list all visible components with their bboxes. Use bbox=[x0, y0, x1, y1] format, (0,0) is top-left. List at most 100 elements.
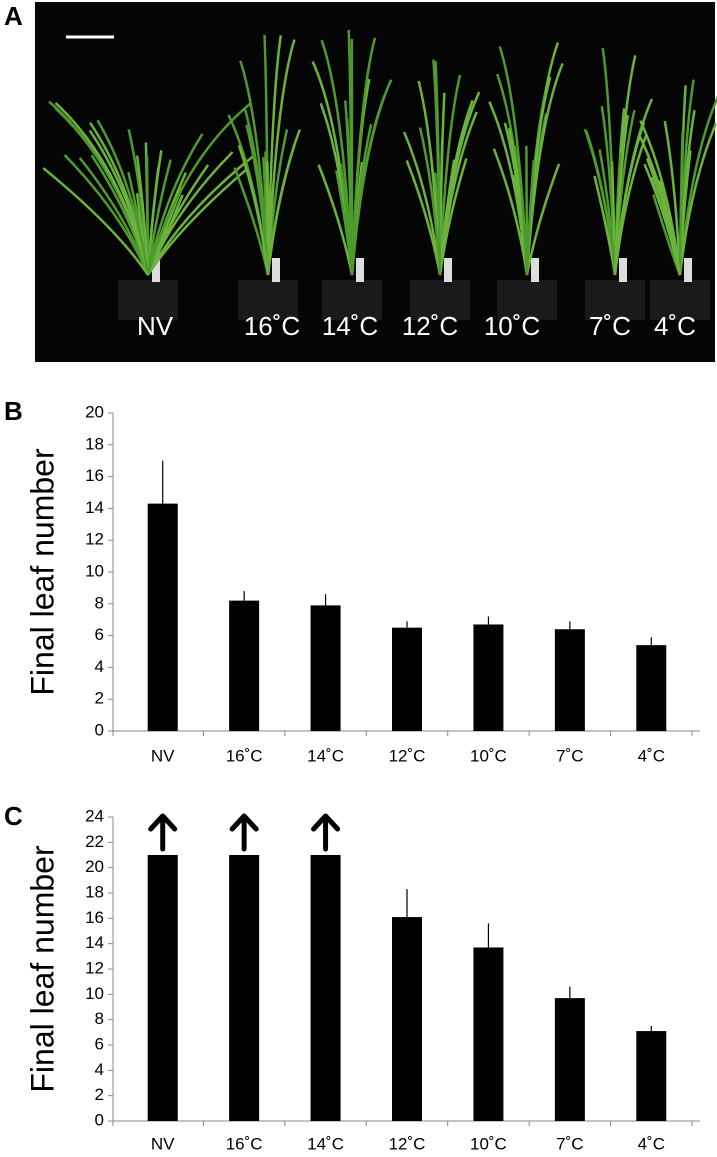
y-tick-label: 8 bbox=[95, 593, 104, 612]
leaf bbox=[266, 39, 296, 276]
leaf bbox=[146, 133, 204, 276]
bar bbox=[636, 645, 667, 731]
arrow bbox=[229, 813, 259, 852]
y-tick-label: 16 bbox=[85, 908, 104, 927]
y-tick-label: 0 bbox=[95, 720, 104, 739]
leaf bbox=[613, 115, 630, 276]
panel-label: C bbox=[4, 801, 23, 831]
bar bbox=[229, 855, 260, 1121]
bar bbox=[554, 998, 585, 1121]
bar bbox=[554, 629, 585, 731]
y-tick-label: 6 bbox=[95, 1034, 104, 1053]
leaf bbox=[525, 159, 536, 276]
photo-label: 14˚C bbox=[322, 311, 378, 341]
y-tick-label: 12 bbox=[85, 958, 104, 977]
y-tick-label: 12 bbox=[85, 530, 104, 549]
tag bbox=[684, 258, 692, 282]
x-tick-label: 10˚C bbox=[470, 1134, 507, 1153]
bar bbox=[147, 855, 178, 1121]
y-tick-label: 4 bbox=[95, 657, 104, 676]
y-axis-label: Final leaf number bbox=[24, 845, 60, 1093]
y-tick-label: 2 bbox=[95, 689, 104, 708]
photo-label: NV bbox=[137, 311, 174, 341]
bar bbox=[473, 624, 504, 731]
y-tick-label: 22 bbox=[85, 832, 104, 851]
leaf bbox=[96, 119, 150, 276]
leaf bbox=[438, 74, 462, 276]
x-tick-label: 12˚C bbox=[389, 746, 426, 765]
leaf bbox=[350, 37, 377, 276]
tag bbox=[356, 258, 364, 282]
bar bbox=[392, 917, 422, 1121]
leaf bbox=[492, 148, 529, 276]
x-tick-label: NV bbox=[151, 746, 175, 765]
plants bbox=[42, 29, 717, 320]
pot bbox=[118, 280, 178, 320]
leaf bbox=[598, 149, 617, 276]
x-tick-label: 16˚C bbox=[226, 746, 263, 765]
x-tick-label: 7˚C bbox=[556, 1134, 583, 1153]
tag bbox=[272, 258, 280, 282]
leaf bbox=[418, 127, 442, 276]
y-tick-label: 20 bbox=[85, 402, 104, 421]
y-tick-label: 24 bbox=[85, 806, 104, 825]
y-tick-label: 10 bbox=[85, 984, 104, 1003]
leaf bbox=[438, 99, 474, 276]
bar bbox=[147, 503, 178, 731]
leaf bbox=[525, 163, 561, 276]
panel-label: B bbox=[4, 396, 23, 426]
photo-label: 12˚C bbox=[402, 311, 458, 341]
x-tick-label: 4˚C bbox=[638, 1134, 665, 1153]
tag bbox=[531, 258, 539, 282]
y-tick-label: 0 bbox=[95, 1110, 104, 1129]
x-tick-label: 4˚C bbox=[638, 746, 665, 765]
photo-label: 16˚C bbox=[244, 311, 300, 341]
pot bbox=[238, 280, 298, 320]
arrow bbox=[311, 813, 341, 852]
x-tick-label: 12˚C bbox=[389, 1134, 426, 1153]
x-tick-label: 7˚C bbox=[556, 746, 583, 765]
leaf bbox=[146, 101, 252, 276]
y-axis-label: Final leaf number bbox=[24, 448, 60, 696]
photo-label: 7˚C bbox=[589, 311, 631, 341]
photo-label: 4˚C bbox=[654, 311, 696, 341]
leaf bbox=[78, 156, 150, 276]
x-tick-label: 14˚C bbox=[307, 746, 344, 765]
leaf bbox=[405, 160, 442, 276]
y-tick-label: 20 bbox=[85, 857, 104, 876]
leaf bbox=[350, 79, 393, 276]
pot bbox=[585, 280, 645, 320]
pot bbox=[650, 280, 710, 320]
x-tick-label: 16˚C bbox=[226, 1134, 263, 1153]
arrow bbox=[148, 813, 178, 852]
panel-label: A bbox=[4, 1, 23, 31]
y-tick-label: 18 bbox=[85, 882, 104, 901]
tag bbox=[444, 258, 452, 282]
photo-label: 10˚C bbox=[484, 311, 540, 341]
pot bbox=[410, 280, 470, 320]
tag bbox=[152, 258, 160, 282]
bar bbox=[392, 627, 422, 731]
leaf bbox=[650, 176, 682, 276]
leaf bbox=[678, 131, 684, 276]
y-tick-label: 16 bbox=[85, 466, 104, 485]
leaf bbox=[42, 167, 150, 276]
y-tick-label: 14 bbox=[85, 933, 104, 952]
leaf bbox=[432, 59, 442, 276]
y-tick-label: 8 bbox=[95, 1009, 104, 1028]
pot bbox=[497, 280, 557, 320]
bar bbox=[473, 947, 504, 1121]
leaf bbox=[146, 166, 249, 276]
x-tick-label: 14˚C bbox=[307, 1134, 344, 1153]
y-tick-label: 2 bbox=[95, 1085, 104, 1104]
pot bbox=[322, 280, 382, 320]
y-tick-label: 10 bbox=[85, 561, 104, 580]
y-tick-label: 6 bbox=[95, 625, 104, 644]
leaf bbox=[320, 39, 354, 276]
bar bbox=[636, 1031, 667, 1121]
bar bbox=[310, 855, 341, 1121]
leaf bbox=[54, 102, 150, 276]
leaf bbox=[613, 135, 648, 276]
bar bbox=[229, 600, 260, 731]
tag bbox=[619, 258, 627, 282]
